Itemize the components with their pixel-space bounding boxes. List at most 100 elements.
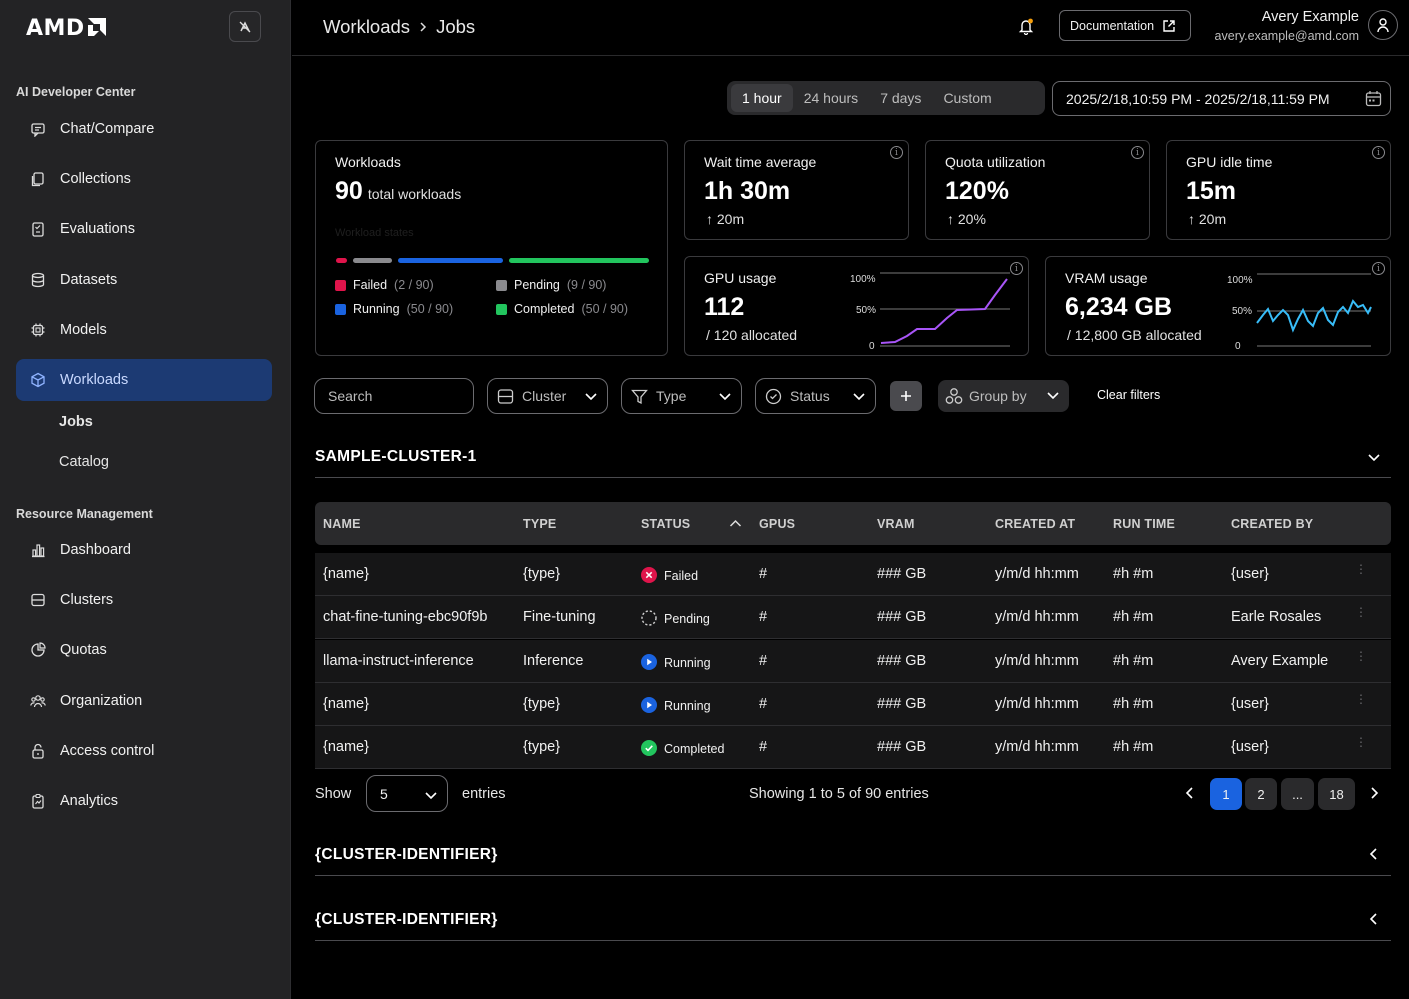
breadcrumb-workloads[interactable]: Workloads <box>323 16 411 37</box>
sidebar-subitem-jobs[interactable]: Jobs <box>59 414 93 430</box>
column-header-created-by[interactable]: CREATED BY <box>1231 517 1314 531</box>
chevron-down-icon <box>585 393 597 401</box>
status-pending-icon <box>641 610 657 626</box>
column-header-vram[interactable]: VRAM <box>877 517 915 531</box>
cell-run-time: #h #m <box>1113 695 1154 712</box>
sidebar-item-collections[interactable]: Collections <box>16 158 272 200</box>
info-icon[interactable]: i <box>890 146 903 159</box>
row-menu-icon[interactable]: ⋮ <box>1355 691 1367 706</box>
row-menu-icon[interactable]: ⋮ <box>1355 562 1367 576</box>
table-row[interactable]: chat-fine-tuning-ebc90f9b Fine-tuning Pend… <box>315 596 1391 640</box>
legend-swatch <box>335 303 346 315</box>
state-bar-completed <box>509 258 649 263</box>
cell-created-by: Avery Example <box>1231 652 1329 669</box>
state-bar-failed <box>336 258 347 263</box>
cluster-section-header[interactable]: {CLUSTER-IDENTIFIER} <box>315 844 1391 876</box>
sidebar-item-access-control[interactable]: Access control <box>16 730 272 772</box>
sidebar-item-quotas[interactable]: Quotas <box>16 629 272 671</box>
table-row[interactable]: {name} {type} Running # ### GB y/m/d hh:mm #h … <box>315 682 1391 726</box>
sidebar-subitem-catalog[interactable]: Catalog <box>59 454 109 470</box>
sidebar-item-datasets[interactable]: Datasets <box>16 259 272 301</box>
cell-created-at: y/m/d hh:mm <box>995 739 1079 756</box>
sidebar-item-clusters[interactable]: Clusters <box>16 579 272 621</box>
column-header-name[interactable]: NAME <box>323 517 361 531</box>
cluster-section-header[interactable]: SAMPLE-CLUSTER-1 <box>315 446 1391 478</box>
clear-filters-button[interactable]: Clear filters <box>1097 388 1161 402</box>
quota-utilization-card: Quota utilization 120% ↑ 20% i <box>925 140 1150 240</box>
cell-type: {type} <box>523 739 561 756</box>
chevron-down-icon <box>1368 454 1380 462</box>
page-button-2[interactable]: 2 <box>1245 778 1277 810</box>
sort-ascending-icon[interactable] <box>729 517 742 529</box>
table-row[interactable]: {name} {type} Completed # ### GB y/m/d hh:mm #… <box>315 726 1391 770</box>
gpu-usage-allocated: / 120 allocated <box>706 327 798 343</box>
column-header-status[interactable]: STATUS <box>641 517 691 531</box>
info-icon[interactable]: i <box>1372 146 1385 159</box>
sidebar-item-organization[interactable]: Organization <box>16 680 272 722</box>
sidebar-item-workloads[interactable]: Workloads <box>16 359 272 401</box>
tick-100: 100% <box>1227 275 1253 286</box>
cell-run-time: #h #m <box>1113 609 1154 626</box>
group-by-label: Group by <box>969 388 1027 404</box>
legend-pending: Pending (9 / 90) <box>496 278 606 292</box>
tick-50: 50% <box>856 305 876 316</box>
collapse-sidebar-button[interactable] <box>229 11 261 42</box>
table-row[interactable]: {name} {type} Failed # ### GB y/m/d hh:mm #h #… <box>315 553 1391 596</box>
column-header-run-time[interactable]: RUN TIME <box>1113 517 1176 531</box>
group-by-select[interactable]: Group by <box>938 380 1069 412</box>
add-filter-button[interactable] <box>890 381 922 411</box>
sidebar-item-label: Workloads <box>60 372 129 388</box>
cluster-section-header[interactable]: {CLUSTER-IDENTIFIER} <box>315 909 1391 941</box>
search-input[interactable]: Search <box>314 378 474 414</box>
sidebar-item-dashboard[interactable]: Dashboard <box>16 529 272 571</box>
range-24-hours[interactable]: 24 hours <box>803 90 859 106</box>
info-icon[interactable]: i <box>1131 146 1144 159</box>
row-menu-icon[interactable]: ⋮ <box>1355 735 1367 750</box>
status-filter[interactable]: Status <box>755 378 876 414</box>
legend-failed: Failed (2 / 90) <box>335 278 434 292</box>
vram-usage-value: 6,234 GB <box>1065 293 1173 321</box>
date-range-picker[interactable]: 2025/2/18,10:59 PM - 2025/2/18,11:59 PM <box>1052 81 1391 116</box>
legend-swatch <box>496 279 507 291</box>
page-size-select[interactable]: 5 <box>366 775 448 812</box>
previous-page-icon[interactable] <box>1184 786 1196 800</box>
row-menu-icon[interactable]: ⋮ <box>1355 605 1367 620</box>
column-header-type[interactable]: TYPE <box>523 517 557 531</box>
info-icon[interactable]: i <box>1372 262 1385 275</box>
table-row[interactable]: llama-instruct-inference Inference Running… <box>315 639 1391 683</box>
range-custom[interactable]: Custom <box>943 90 992 106</box>
sidebar-item-analytics[interactable]: Analytics <box>16 780 272 822</box>
user-avatar[interactable] <box>1368 10 1398 40</box>
notification-bell-icon[interactable] <box>1018 17 1034 35</box>
column-header-gpus[interactable]: GPUS <box>759 517 796 531</box>
sidebar-item-label: Access control <box>60 743 155 759</box>
tick-50: 50% <box>1232 306 1252 317</box>
sidebar-item-evaluations[interactable]: Evaluations <box>16 208 272 250</box>
status-label: Completed <box>664 742 725 757</box>
legend-label: Running <box>353 302 400 316</box>
cluster-filter[interactable]: Cluster <box>487 378 608 414</box>
sidebar-item-models[interactable]: Models <box>16 309 272 351</box>
cell-gpus: # <box>759 739 768 756</box>
page-button-18[interactable]: 18 <box>1318 778 1355 810</box>
cell-vram: ### GB <box>877 609 927 626</box>
range-1-hour[interactable]: 1 hour <box>731 84 793 112</box>
next-page-icon[interactable] <box>1368 786 1380 800</box>
amd-logo[interactable]: AMD <box>26 16 106 41</box>
legend-label: Completed <box>514 302 575 316</box>
cell-type: {type} <box>523 566 561 582</box>
page-button-1[interactable]: 1 <box>1210 778 1242 810</box>
range-7-days[interactable]: 7 days <box>880 90 922 106</box>
database-icon <box>30 272 46 288</box>
documentation-button[interactable]: Documentation <box>1059 10 1191 41</box>
column-header-created-at[interactable]: CREATED AT <box>995 517 1076 531</box>
chevron-right-icon <box>420 22 427 32</box>
type-filter[interactable]: Type <box>621 378 742 414</box>
cell-gpus: # <box>759 695 768 712</box>
sidebar-item-chat-compare[interactable]: Chat/Compare <box>16 108 272 150</box>
row-menu-icon[interactable]: ⋮ <box>1355 648 1367 663</box>
cell-vram: ### GB <box>877 739 927 756</box>
info-icon[interactable]: i <box>1010 262 1023 275</box>
entries-label: entries <box>462 786 506 802</box>
page-ellipsis[interactable]: ... <box>1281 778 1314 810</box>
